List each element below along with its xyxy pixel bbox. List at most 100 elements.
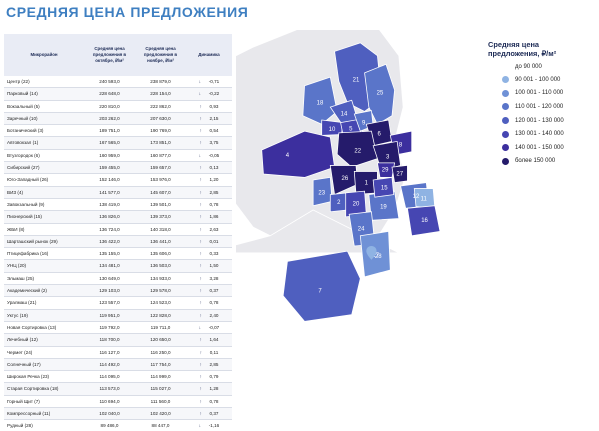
- dynamics-value: 3,75: [209, 140, 219, 146]
- district-number-label: 11: [421, 197, 428, 203]
- nov-price-cell: 135 606,0: [135, 247, 186, 261]
- oct-price-cell: 123 557,0: [84, 296, 135, 310]
- oct-price-cell: 130 649,0: [84, 272, 135, 286]
- oct-price-cell: 220 810,0: [84, 100, 135, 113]
- arrow-up-icon: ↑: [199, 251, 202, 257]
- district-map: 21 25 18 14 10 5 9 6 22 8 4 3 29 27 26 1 12 11 23 2 20 19 15 16…: [236, 30, 441, 322]
- dynamics-value: 0,33: [209, 251, 219, 257]
- district-number-label: 9: [362, 120, 366, 126]
- district-number-label: 24: [358, 227, 365, 233]
- dynamics-cell: ↑ 1,28: [186, 382, 232, 396]
- arrow-up-icon: ↑: [199, 214, 202, 220]
- district-cell: Уралмаш (21): [4, 296, 84, 310]
- table-row: Автовокзал (1) 167 565,0 173 851,0 ↑ 3,75: [4, 136, 232, 150]
- dynamics-cell: ↑ 2,40: [186, 309, 232, 322]
- table-row: Новая Сортировка (13) 119 792,0 119 711,0 ↓…: [4, 321, 232, 335]
- district-cell: Пионерский (15): [4, 210, 84, 224]
- dynamics-value: 0,37: [209, 411, 219, 417]
- table-row: Вокзальный (5) 220 810,0 222 862,0 ↑ 0,93: [4, 100, 232, 113]
- dynamics-cell: ↑ 0,78: [186, 296, 232, 310]
- dynamics-value: 2,15: [209, 115, 219, 121]
- arrow-down-icon: ↓: [198, 152, 202, 158]
- table-row: Эльмаш (25) 130 649,0 134 933,0 ↑ 3,28: [4, 272, 232, 286]
- oct-price-cell: 113 573,0: [84, 382, 135, 396]
- dynamics-value: -0,07: [208, 324, 220, 330]
- arrow-up-icon: ↑: [199, 115, 202, 121]
- legend-title-line2: предложения, ₽/м²: [488, 49, 557, 58]
- table-row: ВИЗ (4) 141 577,0 145 607,0 ↑ 2,85: [4, 186, 232, 199]
- district-number-label: 18: [317, 101, 324, 107]
- district-number-label: 28: [375, 254, 382, 260]
- dynamics-cell: ↑ 0,37: [186, 407, 232, 421]
- dynamics-cell: ↑ 0,01: [186, 235, 232, 249]
- table-row: Горный Щит (7) 110 694,0 111 560,0 ↑ 0,78: [4, 395, 232, 409]
- dynamics-value: 0,13: [209, 165, 219, 171]
- dynamics-cell: ↓ -0,22: [186, 87, 232, 101]
- table-row: Сибирский (27) 159 455,0 159 657,0 ↑ 0,13: [4, 161, 232, 175]
- arrow-up-icon: ↑: [199, 411, 202, 417]
- dynamics-cell: ↓ -1,16: [186, 419, 232, 431]
- dynamics-value: -0,71: [208, 79, 220, 84]
- district-cell: Лечебный (12): [4, 333, 84, 347]
- district-cell: Завокзальный (9): [4, 198, 84, 212]
- district-cell: Академический (2): [4, 284, 84, 298]
- district-22: [336, 130, 378, 168]
- oct-price-cell: 136 422,0: [84, 235, 135, 249]
- legend-label: 120 001 - 130 000: [515, 117, 564, 124]
- district-cell: Рудный (28): [4, 419, 84, 431]
- oct-price-cell: 159 455,0: [84, 161, 135, 175]
- district-number-label: 8: [399, 143, 403, 149]
- district-number-label: 2: [337, 200, 341, 206]
- oct-price-cell: 119 951,0: [84, 309, 135, 322]
- district-cell: Парковый (14): [4, 87, 84, 101]
- dynamics-cell: ↑ 0,54: [186, 124, 232, 138]
- nov-price-cell: 136 503,0: [135, 259, 186, 273]
- arrow-up-icon: ↑: [199, 374, 202, 380]
- nov-price-cell: 140 318,0: [135, 223, 186, 236]
- legend-label: 140 001 - 150 000: [515, 144, 564, 151]
- dynamics-value: 1,86: [209, 214, 219, 220]
- district-number-label: 10: [329, 127, 336, 133]
- dynamics-cell: ↑ 0,37: [186, 284, 232, 298]
- dynamics-value: 2,63: [209, 226, 219, 232]
- dynamics-cell: ↑ 0,78: [186, 198, 232, 212]
- oct-price-cell: 116 127,0: [84, 346, 135, 359]
- dynamics-value: 0,78: [209, 398, 219, 404]
- nov-price-cell: 228 154,0: [135, 87, 186, 101]
- oct-price-cell: 138 419,0: [84, 198, 135, 212]
- nov-price-cell: 119 711,0: [135, 321, 186, 335]
- nov-price-cell: 190 769,0: [135, 124, 186, 138]
- oct-price-cell: 89 486,0: [84, 419, 135, 431]
- district-cell: Птицефабрика (16): [4, 247, 84, 261]
- oct-price-cell: 119 792,0: [84, 321, 135, 335]
- nov-price-cell: 120 650,0: [135, 333, 186, 347]
- district-number-label: 21: [353, 77, 360, 83]
- nov-price-cell: 115 027,0: [135, 382, 186, 396]
- table-header-row: Микрорайон Средняя цена предложения в ок…: [4, 34, 232, 76]
- dynamics-cell: ↑ 2,63: [186, 223, 232, 236]
- district-27: [391, 164, 408, 184]
- dynamics-value: -0,22: [208, 91, 220, 97]
- legend-label: 100 001 - 110 000: [515, 90, 564, 97]
- legend-item: более 150 000: [478, 155, 596, 169]
- oct-price-cell: 134 481,0: [84, 259, 135, 273]
- oct-price-cell: 152 146,0: [84, 173, 135, 187]
- district-number-label: 22: [354, 149, 361, 155]
- arrow-up-icon: ↑: [199, 189, 202, 195]
- arrow-up-icon: ↑: [199, 349, 202, 355]
- table-row: Завокзальный (9) 138 419,0 139 501,0 ↑ 0,78: [4, 198, 232, 212]
- district-cell: Вокзальный (5): [4, 100, 84, 113]
- district-number-label: 4: [286, 153, 290, 159]
- nov-price-cell: 160 877,0: [135, 149, 186, 163]
- table-row: Чермет (24) 116 127,0 116 250,0 ↑ 0,11: [4, 346, 232, 359]
- legend-title-line1: Средняя цена: [488, 40, 540, 49]
- oct-price-cell: 118 700,0: [84, 333, 135, 347]
- table-row: Парковый (14) 228 648,0 228 154,0 ↓ -0,22: [4, 87, 232, 101]
- table-row: Широкая Речка (23) 114 095,0 114 999,0 ↑ 0,7…: [4, 370, 232, 384]
- district-number-label: 25: [377, 90, 384, 96]
- district-25: [364, 63, 395, 125]
- dynamics-value: -0,05: [208, 152, 220, 158]
- nov-price-cell: 122 828,0: [135, 309, 186, 322]
- legend-label: более 150 000: [515, 158, 556, 165]
- arrow-up-icon: ↑: [199, 263, 202, 269]
